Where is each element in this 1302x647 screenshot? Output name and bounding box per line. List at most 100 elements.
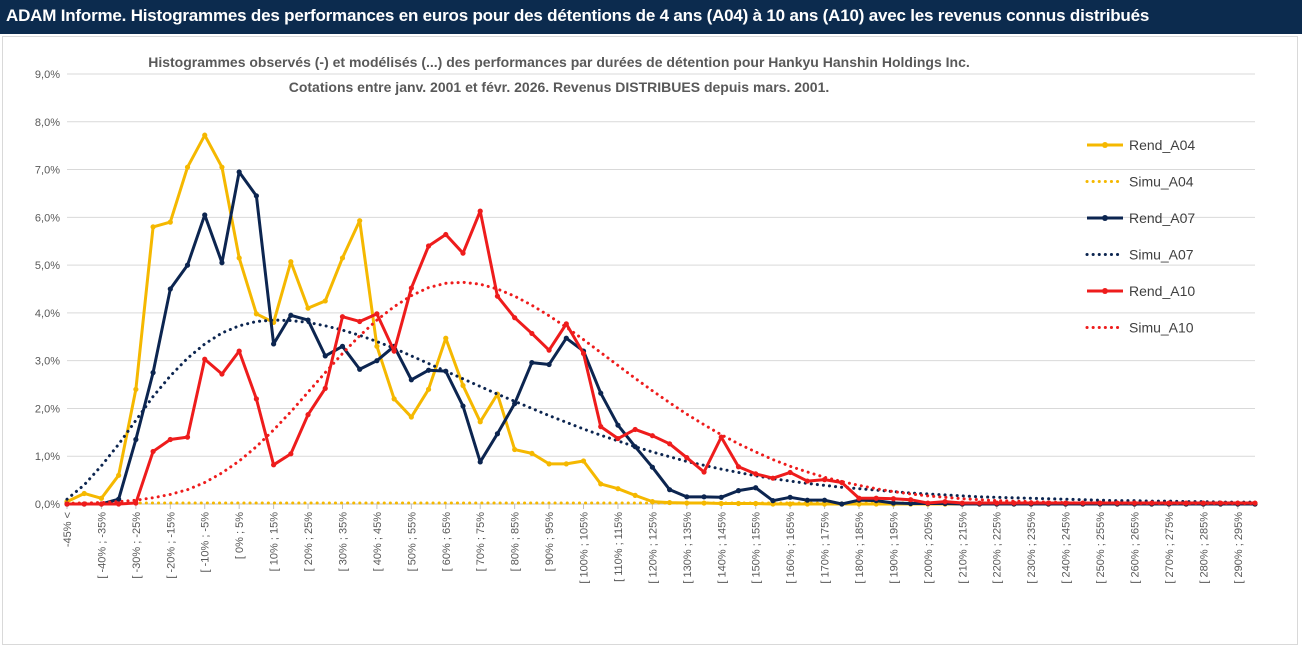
data-point bbox=[546, 361, 552, 368]
legend-marker bbox=[1102, 215, 1108, 221]
data-point bbox=[391, 348, 397, 354]
data-point bbox=[701, 469, 707, 475]
data-point bbox=[615, 486, 621, 492]
legend-label: Simu_A07 bbox=[1129, 247, 1194, 263]
x-tick-label: [ 200% ; 205% bbox=[923, 512, 935, 584]
data-point bbox=[856, 495, 862, 501]
x-tick-label: [ 210% ; 215% bbox=[957, 512, 969, 584]
data-point bbox=[529, 359, 535, 366]
data-point bbox=[890, 500, 897, 506]
data-point bbox=[908, 497, 914, 503]
data-point bbox=[408, 285, 414, 291]
x-tick-label: [ -40% ; -35% bbox=[96, 512, 108, 579]
x-tick-label: [ 160% ; 165% bbox=[785, 512, 797, 584]
data-point bbox=[512, 315, 518, 321]
data-point bbox=[116, 496, 122, 502]
data-point bbox=[236, 255, 242, 261]
x-tick-label: [ 190% ; 195% bbox=[888, 512, 900, 584]
x-tick-label: [ 280% ; 285% bbox=[1198, 512, 1210, 584]
data-point bbox=[494, 293, 501, 299]
data-point bbox=[253, 193, 259, 199]
data-point bbox=[98, 495, 105, 501]
data-point bbox=[615, 422, 621, 428]
data-point bbox=[890, 496, 897, 502]
chart-title: Histogrammes observés (-) et modélisés (… bbox=[148, 54, 970, 70]
data-point bbox=[529, 450, 535, 456]
x-tick-label: [ 100% ; 105% bbox=[579, 512, 591, 584]
data-point bbox=[701, 500, 707, 506]
x-tick-label: [ 130% ; 135% bbox=[682, 512, 694, 584]
x-tick-label: [ 180% ; 185% bbox=[854, 512, 866, 584]
data-point bbox=[735, 464, 742, 470]
data-point bbox=[133, 436, 139, 443]
data-point bbox=[529, 330, 535, 337]
data-point bbox=[667, 441, 673, 447]
data-point bbox=[202, 212, 208, 218]
data-point bbox=[615, 435, 621, 442]
data-point bbox=[787, 469, 793, 476]
data-point bbox=[357, 366, 363, 372]
data-point bbox=[821, 497, 828, 503]
data-point bbox=[839, 501, 845, 507]
page-title: ADAM Informe. Histogrammes des performan… bbox=[6, 6, 1150, 25]
data-point bbox=[305, 317, 311, 323]
data-point bbox=[305, 412, 311, 418]
data-point bbox=[374, 358, 380, 364]
data-point bbox=[477, 419, 483, 425]
data-point bbox=[684, 455, 690, 461]
data-point bbox=[460, 250, 466, 256]
x-tick-label: [ 120% ; 125% bbox=[647, 512, 659, 584]
series-rend-a04 bbox=[64, 132, 1258, 507]
data-point bbox=[425, 386, 432, 392]
data-point bbox=[184, 434, 191, 440]
data-point bbox=[219, 371, 225, 377]
data-point bbox=[1080, 500, 1086, 506]
y-tick-label: 4,0% bbox=[35, 308, 60, 320]
y-tick-label: 6,0% bbox=[35, 212, 60, 224]
data-point bbox=[288, 451, 294, 457]
x-tick-label: [ 60% ; 65% bbox=[441, 512, 453, 572]
legend-item: Simu_A07 bbox=[1085, 247, 1194, 263]
data-point bbox=[271, 462, 277, 468]
data-point bbox=[959, 500, 965, 506]
data-point bbox=[563, 335, 569, 341]
chart-area: Histogrammes observés (-) et modélisés (… bbox=[2, 36, 1298, 645]
header-bar: ADAM Informe. Histogrammes des performan… bbox=[0, 0, 1302, 34]
data-point bbox=[787, 494, 793, 500]
data-point bbox=[219, 164, 225, 170]
x-tick-label: [ 80% ; 85% bbox=[510, 512, 522, 572]
data-point bbox=[649, 433, 655, 439]
data-point bbox=[701, 494, 707, 500]
data-point bbox=[374, 311, 380, 317]
legend-label: Rend_A10 bbox=[1129, 283, 1195, 299]
series-line bbox=[65, 318, 1257, 504]
legend-item: Rend_A04 bbox=[1087, 137, 1195, 153]
series-group bbox=[64, 132, 1258, 507]
data-point bbox=[322, 298, 328, 304]
y-tick-label: 1,0% bbox=[35, 451, 60, 463]
data-point bbox=[477, 208, 483, 214]
data-point bbox=[322, 353, 328, 359]
x-tick-label: [ 170% ; 175% bbox=[820, 512, 832, 584]
data-point bbox=[236, 348, 242, 354]
data-point bbox=[236, 169, 242, 175]
data-point bbox=[976, 500, 983, 506]
data-point bbox=[167, 286, 173, 292]
x-axis: -45% < [ -40% ; -35% [ -30% ; -25% [ -20% ;… bbox=[62, 503, 1255, 584]
legend-marker bbox=[1102, 142, 1108, 148]
x-tick-label: [ 250% ; 255% bbox=[1095, 512, 1107, 584]
legend-marker bbox=[1102, 288, 1108, 294]
data-point bbox=[150, 224, 156, 230]
x-tick-label: [ 20% ; 25% bbox=[303, 512, 315, 572]
x-tick-label: [ 70% ; 75% bbox=[475, 512, 487, 572]
data-point bbox=[667, 487, 673, 493]
y-tick-label: 9,0% bbox=[35, 69, 60, 81]
x-tick-label: [ 260% ; 265% bbox=[1129, 512, 1141, 584]
data-point bbox=[443, 231, 449, 238]
series-line bbox=[65, 280, 1257, 506]
data-point bbox=[632, 492, 638, 498]
data-point bbox=[649, 464, 655, 470]
data-point bbox=[443, 335, 449, 341]
x-tick-label: [ 270% ; 275% bbox=[1164, 512, 1176, 584]
data-point bbox=[288, 312, 294, 318]
